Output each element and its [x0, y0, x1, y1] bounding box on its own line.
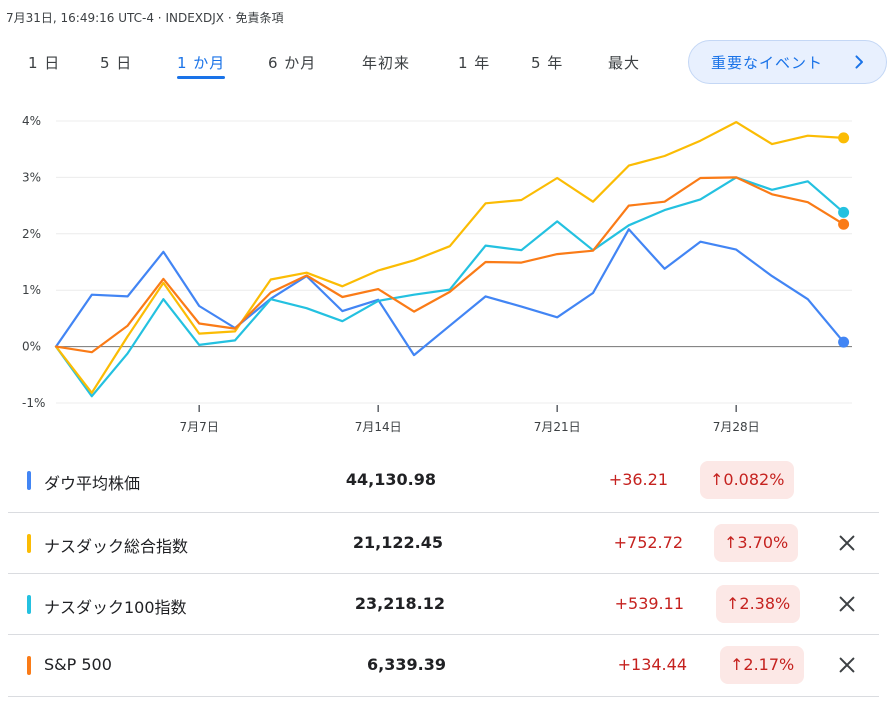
index-price: 44,130.98: [345, 470, 436, 489]
index-price: 23,218.12: [354, 594, 445, 613]
series-line: [54, 121, 845, 394]
index-row-nasdaq-100[interactable]: ナスダック100指数 23,218.12 +539.11 ↑2.38%: [0, 574, 893, 634]
series-end-dot: [838, 132, 850, 144]
index-change: +134.44: [617, 655, 687, 674]
series-end-dot: [838, 336, 850, 348]
row-divider: [8, 696, 879, 697]
index-change: +539.11: [614, 594, 684, 613]
series-line: [54, 228, 845, 357]
index-change: +752.72: [613, 533, 683, 552]
x-tick-label: 7月21日: [534, 420, 581, 434]
series-color-bar: [27, 534, 31, 553]
index-percent-badge: ↑0.082%: [700, 461, 795, 499]
index-percent-badge: ↑2.38%: [716, 585, 801, 623]
x-tick-label: 7月28日: [713, 420, 760, 434]
series-end-dot: [838, 218, 850, 230]
index-price: 21,122.45: [352, 533, 443, 552]
row-divider: [8, 573, 879, 574]
series-line: [54, 176, 845, 398]
tab-6-months[interactable]: 6 か月: [268, 54, 317, 72]
tab-1-year[interactable]: 1 年: [458, 54, 491, 72]
tab-max[interactable]: 最大: [608, 54, 641, 72]
chevron-right-icon: [855, 55, 863, 69]
tab-ytd[interactable]: 年初来: [362, 54, 411, 72]
tab-1-month[interactable]: 1 か月: [177, 54, 226, 79]
x-tick-label: 7月7日: [180, 420, 219, 434]
range-tabs: 1 日 5 日 1 か月 6 か月 年初来 1 年 5 年 最大: [0, 52, 893, 79]
series-color-bar: [27, 471, 31, 490]
y-tick-label: 0%: [22, 340, 41, 354]
index-percent-badge: ↑3.70%: [714, 524, 799, 562]
index-row-sp500[interactable]: S&P 500 6,339.39 +134.44 ↑2.17%: [0, 635, 893, 695]
tab-1-day[interactable]: 1 日: [28, 54, 61, 72]
index-name: ナスダック総合指数: [44, 537, 189, 556]
close-icon[interactable]: [836, 654, 858, 676]
series-color-bar: [27, 595, 31, 614]
series-line: [54, 176, 845, 354]
series-color-bar: [27, 656, 31, 675]
y-tick-label: 2%: [22, 227, 41, 241]
row-divider: [8, 634, 879, 635]
close-icon[interactable]: [836, 593, 858, 615]
tab-5-years[interactable]: 5 年: [531, 54, 564, 72]
key-events-button[interactable]: 重要なイベント: [688, 40, 887, 84]
y-tick-label: 4%: [22, 114, 41, 128]
comparison-line-chart: 4% 3% 2% 1% 0% -1% 7月7日 7月14日 7月21日 7月28日: [22, 114, 852, 434]
index-name: ナスダック100指数: [44, 598, 187, 617]
index-name: ダウ平均株価: [44, 474, 141, 493]
index-name: S&P 500: [44, 655, 112, 674]
y-tick-label: 3%: [22, 170, 41, 184]
index-price: 6,339.39: [367, 655, 446, 674]
x-tick-label: 7月14日: [355, 420, 402, 434]
series-end-dot: [838, 206, 850, 218]
index-row-dow[interactable]: ダウ平均株価 44,130.98 +36.21 ↑0.082%: [0, 450, 893, 510]
header-info: 7月31日, 16:49:16 UTC-4 · INDEXDJX · 免責条項: [6, 11, 284, 25]
y-tick-label: -1%: [22, 396, 45, 410]
y-tick-label: 1%: [22, 283, 41, 297]
index-row-nasdaq-composite[interactable]: ナスダック総合指数 21,122.45 +752.72 ↑3.70%: [0, 513, 893, 573]
row-divider: [8, 512, 879, 513]
tab-5-days[interactable]: 5 日: [100, 54, 133, 72]
close-icon[interactable]: [836, 532, 858, 554]
index-percent-badge: ↑2.17%: [720, 646, 805, 684]
key-events-label: 重要なイベント: [711, 53, 824, 72]
index-change: +36.21: [608, 470, 668, 489]
